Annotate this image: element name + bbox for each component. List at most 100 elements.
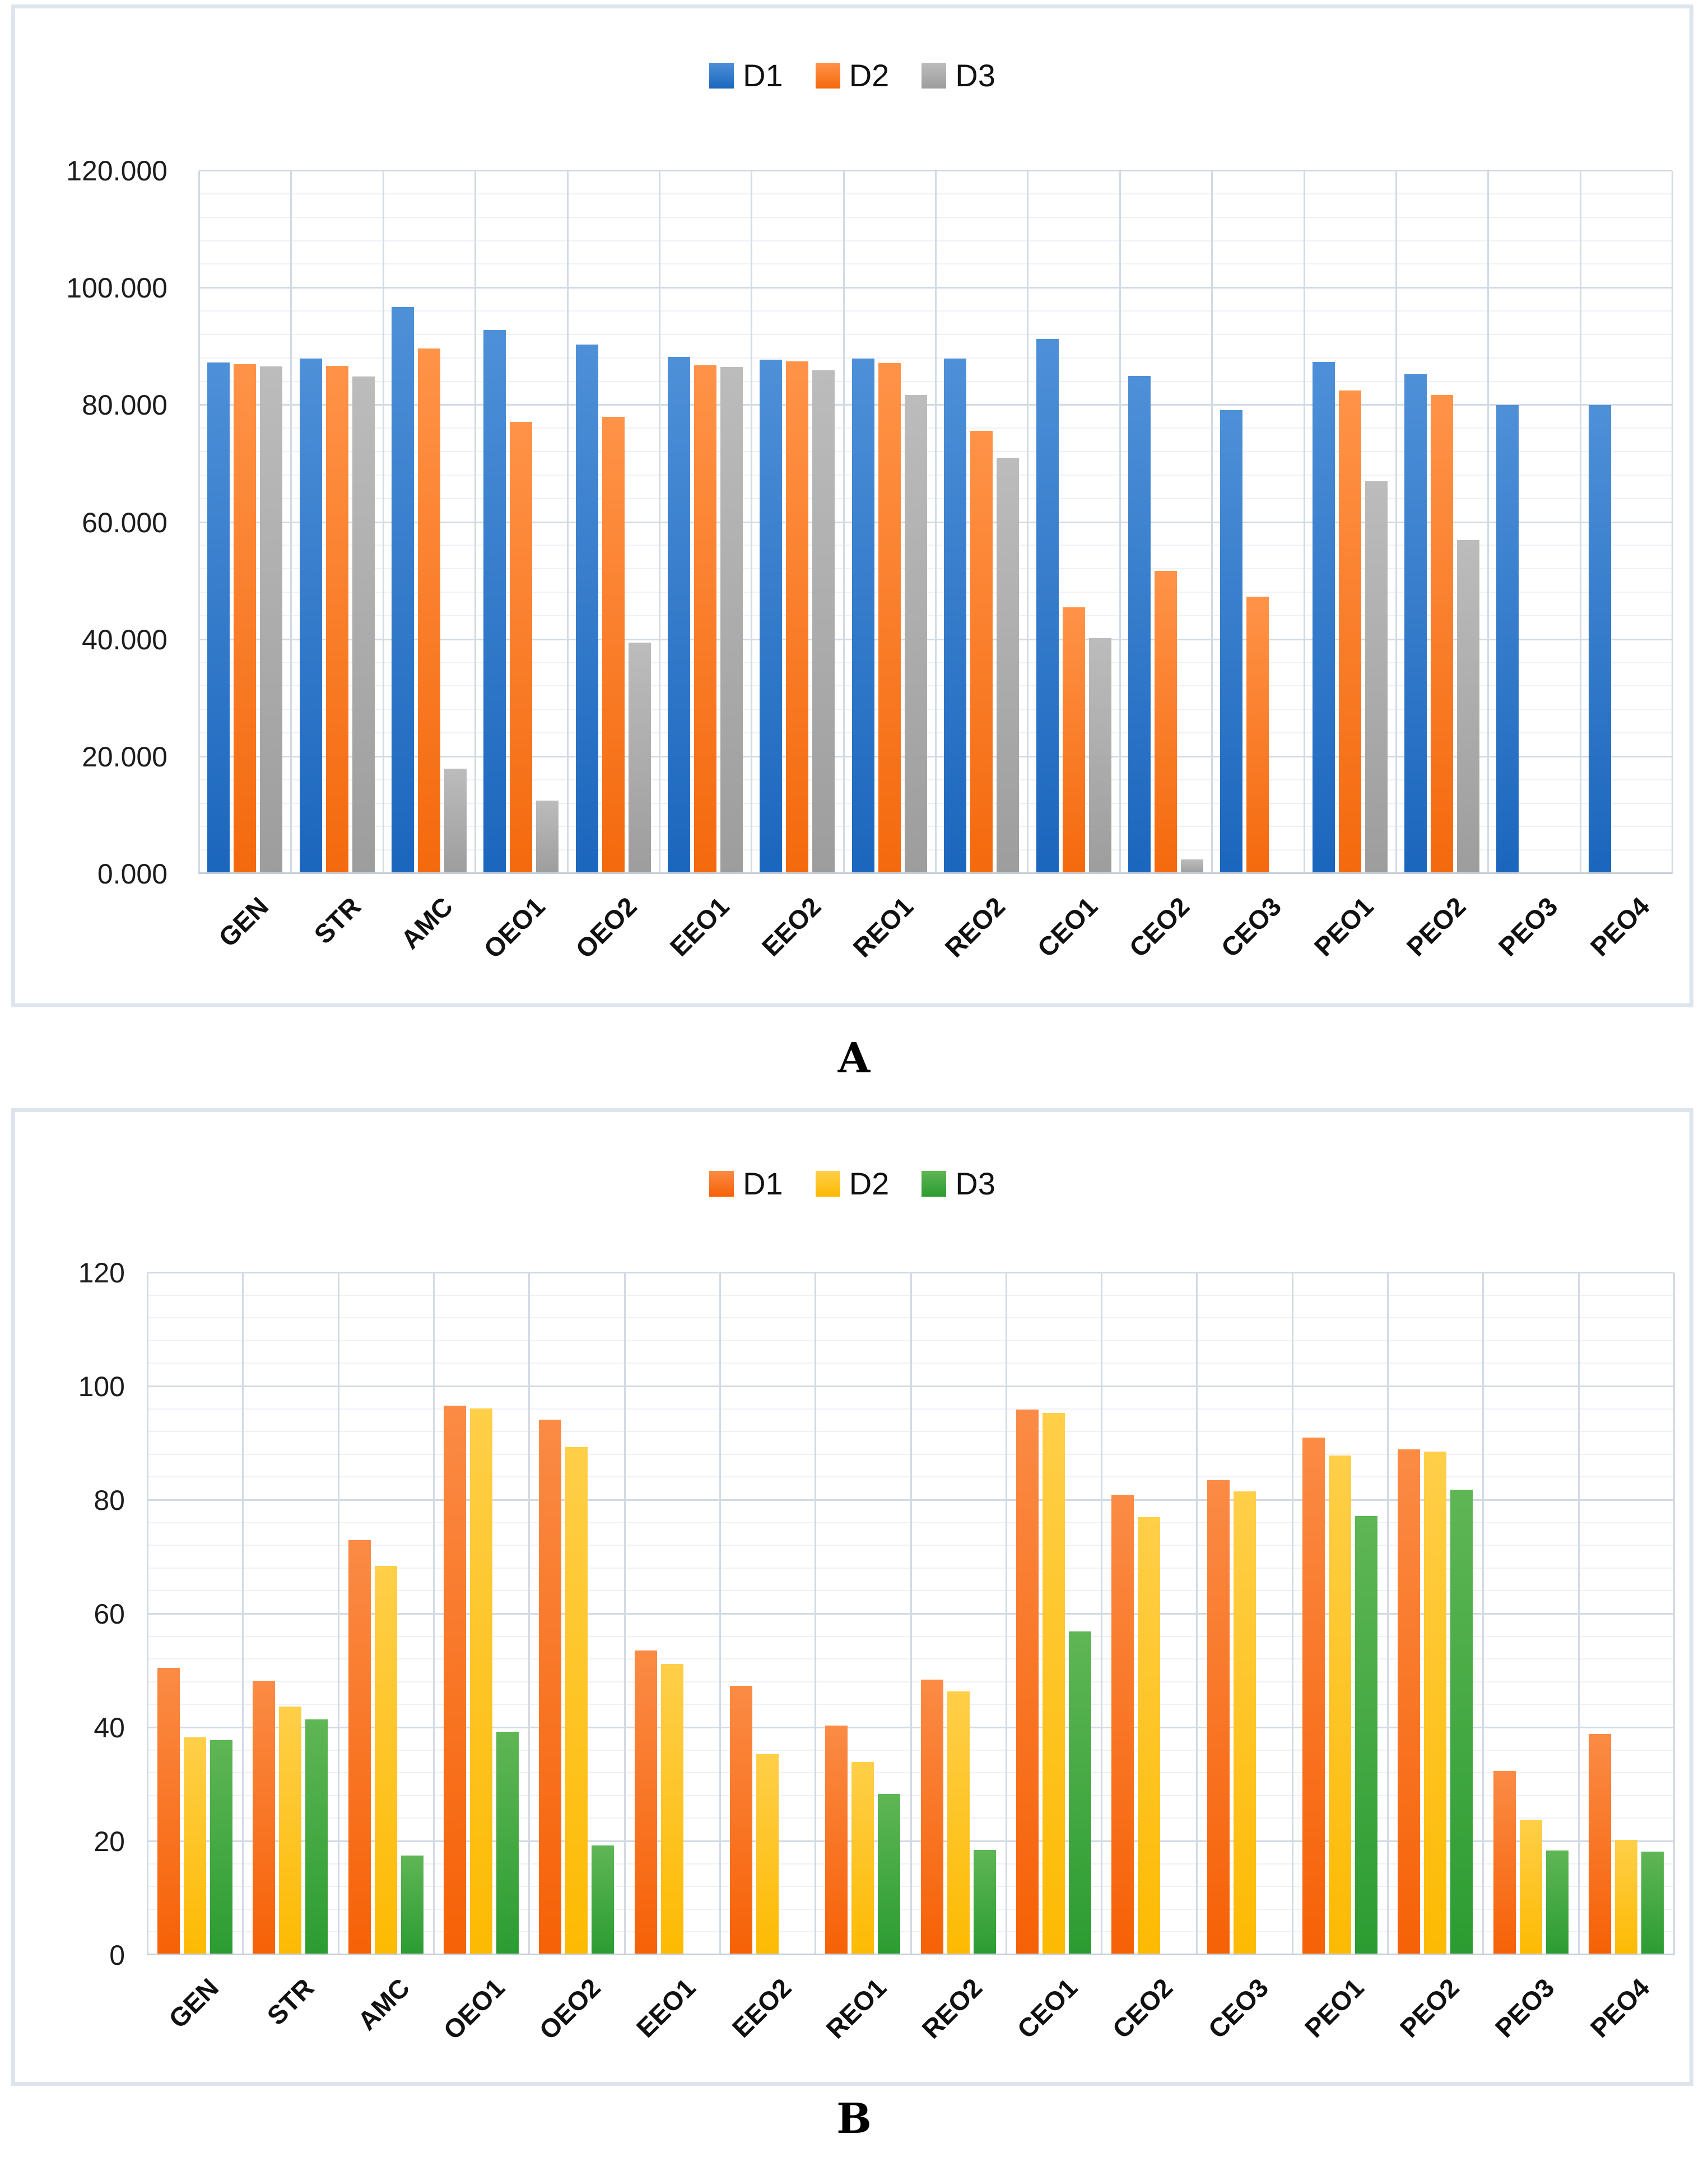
category-boundary-gridline: [1303, 171, 1305, 874]
bar-peo2-d2: [1424, 1451, 1447, 1955]
category-boundary-gridline: [1005, 1273, 1007, 1955]
bar-group-ceo2: [1101, 1273, 1197, 1955]
bars-row: [147, 1273, 1674, 1955]
legend-entry-d2: D2: [815, 1166, 890, 1201]
bar-gen-d1: [207, 362, 230, 874]
y-tick-label-100: 100: [78, 1371, 125, 1402]
legend-label: D1: [743, 1166, 783, 1201]
legend-entry-d1: D1: [709, 1168, 783, 1199]
x-tick-label: REO1: [820, 1972, 892, 2044]
y-tick-label-0.000: 0.000: [97, 858, 167, 890]
bar-group-ceo1: [1027, 171, 1119, 874]
bar-str-d2: [325, 366, 348, 874]
bar-reo2-d1: [920, 1679, 943, 1955]
category-boundary-gridline: [1579, 171, 1581, 874]
bar-oeo1-d1: [483, 330, 506, 874]
bar-reo2-d2: [970, 431, 993, 874]
bar-group-ceo3: [1197, 1273, 1292, 1955]
bar-oeo2-d2: [602, 417, 625, 874]
bar-str-d1: [299, 358, 322, 874]
bar-group-reo1: [844, 171, 936, 874]
x-tick-label: STR: [308, 891, 366, 950]
bar-group-reo2: [911, 1273, 1006, 1955]
chart-b-legend: D1 D2 D3: [15, 1168, 1690, 1199]
bar-ceo3-d2: [1246, 597, 1269, 874]
legend-swatch-icon: [815, 1171, 840, 1197]
legend-entry-d3: D3: [922, 1168, 995, 1199]
major-gridline: [147, 1272, 1674, 1273]
x-tick-label: EEO1: [664, 891, 735, 962]
category-boundary-gridline: [1211, 171, 1213, 874]
category-boundary-gridline: [432, 1273, 435, 1955]
x-tick-label: OEO1: [438, 1972, 511, 2045]
category-boundary-gridline: [1119, 171, 1121, 874]
bar-eeo1-d1: [668, 356, 691, 874]
category-boundary-gridline: [1487, 171, 1490, 874]
bar-peo1-d3: [1365, 481, 1388, 874]
y-tick-label-100.000: 100.000: [66, 272, 167, 304]
bar-group-ceo1: [1006, 1273, 1101, 1955]
category-boundary-gridline: [290, 171, 292, 874]
bar-amc-d3: [401, 1856, 423, 1955]
bar-str-d1: [253, 1680, 276, 1955]
bar-reo2-d3: [997, 458, 1020, 874]
bar-eeo1-d3: [720, 367, 743, 874]
bar-group-peo2: [1396, 171, 1488, 874]
bar-ceo1-d2: [1042, 1412, 1065, 1955]
x-tick-label: AMC: [394, 891, 459, 955]
bar-group-reo2: [936, 171, 1027, 874]
bar-ceo3-d1: [1207, 1480, 1230, 1955]
y-tick-label-40.000: 40.000: [82, 624, 167, 655]
bar-group-str: [291, 171, 383, 874]
x-tick-label: GEN: [162, 1972, 225, 2034]
bar-peo4-d1: [1588, 1734, 1611, 1955]
category-boundary-gridline: [474, 171, 477, 874]
category-boundary-gridline: [1395, 171, 1397, 874]
bar-peo1-d1: [1312, 361, 1335, 874]
bar-amc-d3: [444, 768, 467, 874]
chart-a-y-axis: 0.000 20.000 40.000 60.000 80.000 100.000 120.…: [15, 157, 167, 888]
category-boundary-gridline: [528, 1273, 530, 1955]
bar-group-peo2: [1388, 1273, 1483, 1955]
x-tick-label: CEO1: [1031, 891, 1103, 963]
bar-str-d3: [305, 1719, 328, 1955]
category-boundary-gridline: [382, 171, 384, 874]
bar-group-eeo2: [751, 171, 843, 874]
panel-b-caption: B: [836, 2095, 872, 2143]
bar-eeo1-d2: [694, 365, 717, 874]
bar-amc-d1: [391, 306, 414, 874]
chart-b-plot-area: [147, 1272, 1675, 1955]
bar-group-oeo1: [434, 1273, 529, 1955]
y-tick-label-60.000: 60.000: [82, 506, 167, 538]
legend-entry-d2: D2: [815, 60, 889, 91]
bar-ceo1-d2: [1062, 607, 1085, 874]
bar-group-reo1: [815, 1273, 910, 1955]
bar-reo1-d1: [851, 358, 874, 874]
bar-group-peo4: [1580, 171, 1672, 874]
bar-reo1-d2: [878, 363, 901, 874]
legend-label: D1: [743, 58, 783, 93]
category-boundary-gridline: [910, 1273, 912, 1955]
bar-group-ceo2: [1120, 171, 1212, 874]
bar-group-oeo2: [567, 171, 659, 874]
category-boundary-gridline: [1482, 1273, 1484, 1955]
legend-label: D3: [955, 58, 995, 93]
x-tick-label: REO2: [915, 1972, 988, 2044]
category-boundary-gridline: [1027, 171, 1029, 874]
category-boundary-gridline: [1101, 1273, 1103, 1955]
bar-peo4-d1: [1588, 405, 1611, 874]
bar-ceo2-d2: [1138, 1517, 1161, 1955]
bar-peo3-d1: [1493, 1771, 1516, 1955]
legend-label: D2: [849, 1166, 890, 1201]
category-boundary-gridline: [1387, 1273, 1389, 1955]
bar-group-peo3: [1483, 1273, 1578, 1955]
category-boundary-gridline: [198, 171, 200, 874]
bar-oeo2-d2: [565, 1447, 588, 1955]
category-boundary-gridline: [566, 171, 569, 874]
bar-ceo2-d1: [1111, 1494, 1134, 1955]
category-boundary-gridline: [1577, 1273, 1580, 1955]
bar-reo2-d1: [944, 358, 967, 874]
bar-reo1-d3: [878, 1793, 901, 1955]
bar-group-gen: [199, 171, 291, 874]
x-tick-label: EEO2: [726, 1972, 797, 2043]
